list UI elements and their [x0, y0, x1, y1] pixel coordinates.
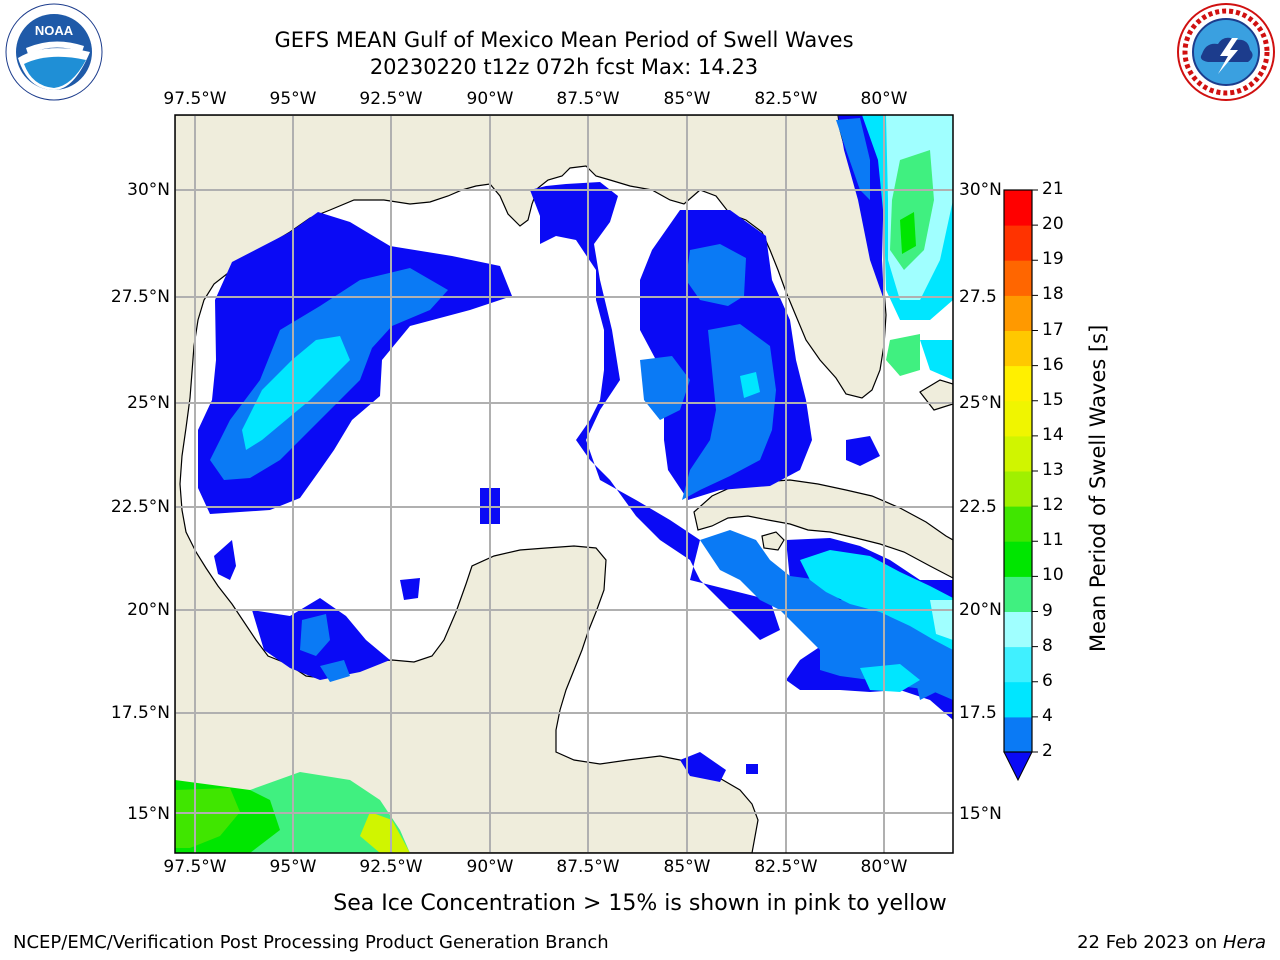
lat-label-right-15n: 15°N [959, 804, 1002, 824]
lon-label-bottom-90w: 90°W [466, 857, 514, 877]
swell-12-14s [360, 812, 410, 853]
lon-label-top-82.5w: 82.5°W [754, 89, 818, 109]
colorbar-tick-label: 21 [1042, 179, 1064, 199]
colorbar-title: Mean Period of Swell Waves [s] [1086, 324, 1110, 652]
colorbar-tick-label: 14 [1042, 424, 1064, 445]
lon-label-top-92.5w: 92.5°W [359, 89, 423, 109]
svg-text:NOAA: NOAA [35, 23, 74, 38]
colorbar-tick-label: 15 [1042, 389, 1064, 410]
colorbar-tick-label: 10 [1042, 565, 1064, 586]
colorbar-segment [1004, 400, 1032, 437]
colorbar-tick-label: 2 [1042, 741, 1053, 761]
colorbar-segment [1004, 716, 1032, 753]
footer-right-date: 22 Feb 2023 on Hera [1077, 932, 1266, 953]
nws-logo [1176, 2, 1276, 102]
colorbar-segment [1004, 681, 1032, 718]
lat-label-right-20n: 20°N [959, 600, 1002, 620]
lat-label-left-15n: 15°N [127, 804, 170, 824]
lon-label-bottom-80w: 80°W [860, 857, 908, 877]
lat-label-right-27.5n: 27.5 [959, 287, 997, 307]
colorbar-segment [1004, 190, 1032, 226]
colorbar-segment [1004, 541, 1032, 577]
lat-label-right-17.5n: 17.5 [959, 703, 997, 723]
colorbar-segment [1004, 576, 1032, 612]
colorbar-tick-label: 6 [1042, 670, 1053, 691]
lat-label-left-27.5n: 27.5°N [110, 287, 170, 307]
lon-label-top-85w: 85°W [663, 89, 711, 109]
colorbar-tick-label: 19 [1042, 249, 1064, 270]
colorbar-segment [1004, 295, 1032, 331]
colorbar-tick-label: 12 [1042, 495, 1064, 516]
colorbar-tick-label: 8 [1042, 635, 1053, 656]
chart-subtitle: 20230220 t12z 072h fcst Max: 14.23 [369, 55, 759, 79]
colorbar-tick-label: 9 [1042, 600, 1053, 621]
lat-label-right-30n: 30°N [959, 180, 1002, 200]
lon-label-bottom-87.5w: 87.5°W [556, 857, 620, 877]
land-isle-of-youth [761, 531, 785, 551]
colorbar-segment [1004, 506, 1032, 542]
colorbar-extend-arrow [1003, 751, 1033, 782]
colorbar-tick-label: 18 [1042, 284, 1064, 305]
colorbar-tick-label: 16 [1042, 354, 1064, 375]
lat-label-left-25n: 25°N [127, 393, 170, 413]
lon-label-bottom-92.5w: 92.5°W [359, 857, 423, 877]
lon-label-top-95w: 95°W [269, 89, 317, 109]
lon-label-bottom-97.5w: 97.5°W [163, 857, 227, 877]
lat-label-right-25n: 25°N [959, 393, 1002, 413]
footer-host-name: Hera [1222, 932, 1266, 953]
colorbar-tick-label: 13 [1042, 460, 1064, 480]
colorbar-tick-label: 4 [1042, 705, 1053, 726]
colorbar-segment [1004, 471, 1032, 507]
lat-label-left-30n: 30°N [127, 180, 170, 200]
colorbar-segment [1004, 260, 1032, 296]
sea-ice-caption: Sea Ice Concentration > 15% is shown in … [333, 891, 947, 916]
lon-label-bottom-95w: 95°W [269, 857, 317, 877]
colorbar-tick-label: 20 [1042, 214, 1064, 235]
lon-label-bottom-82.5w: 82.5°W [754, 857, 818, 877]
lat-label-left-17.5n: 17.5°N [110, 703, 170, 723]
lon-label-bottom-85w: 85°W [663, 857, 711, 877]
lon-label-top-87.5w: 87.5°W [556, 89, 620, 109]
lon-label-top-97.5w: 97.5°W [163, 89, 227, 109]
lat-label-right-22.5n: 22.5 [959, 497, 997, 517]
lon-label-top-80w: 80°W [860, 89, 908, 109]
footer-date-text: 22 Feb 2023 on [1077, 932, 1223, 953]
colorbar-tick-label: 17 [1042, 319, 1064, 340]
footer-left-credit: NCEP/EMC/Verification Post Processing Pr… [13, 932, 609, 953]
colorbar-segment [1004, 330, 1032, 367]
lat-label-left-20n: 20°N [127, 600, 170, 620]
lon-label-top-90w: 90°W [466, 89, 514, 109]
colorbar-segment [1004, 365, 1032, 402]
map-frame [174, 114, 954, 854]
colorbar [1003, 189, 1038, 782]
chart-title: GEFS MEAN Gulf of Mexico Mean Period of … [274, 28, 854, 52]
colorbar-segment [1004, 611, 1032, 648]
noaa-logo: NOAA [4, 2, 104, 102]
colorbar-segment [1004, 646, 1032, 683]
colorbar-segment [1004, 225, 1032, 261]
colorbar-tick-label: 11 [1042, 530, 1064, 551]
colorbar-segment [1004, 435, 1032, 472]
lat-label-left-22.5n: 22.5°N [110, 497, 170, 517]
graticule [175, 115, 953, 853]
swell-11-12s [175, 788, 240, 848]
land-cuba [693, 479, 953, 579]
